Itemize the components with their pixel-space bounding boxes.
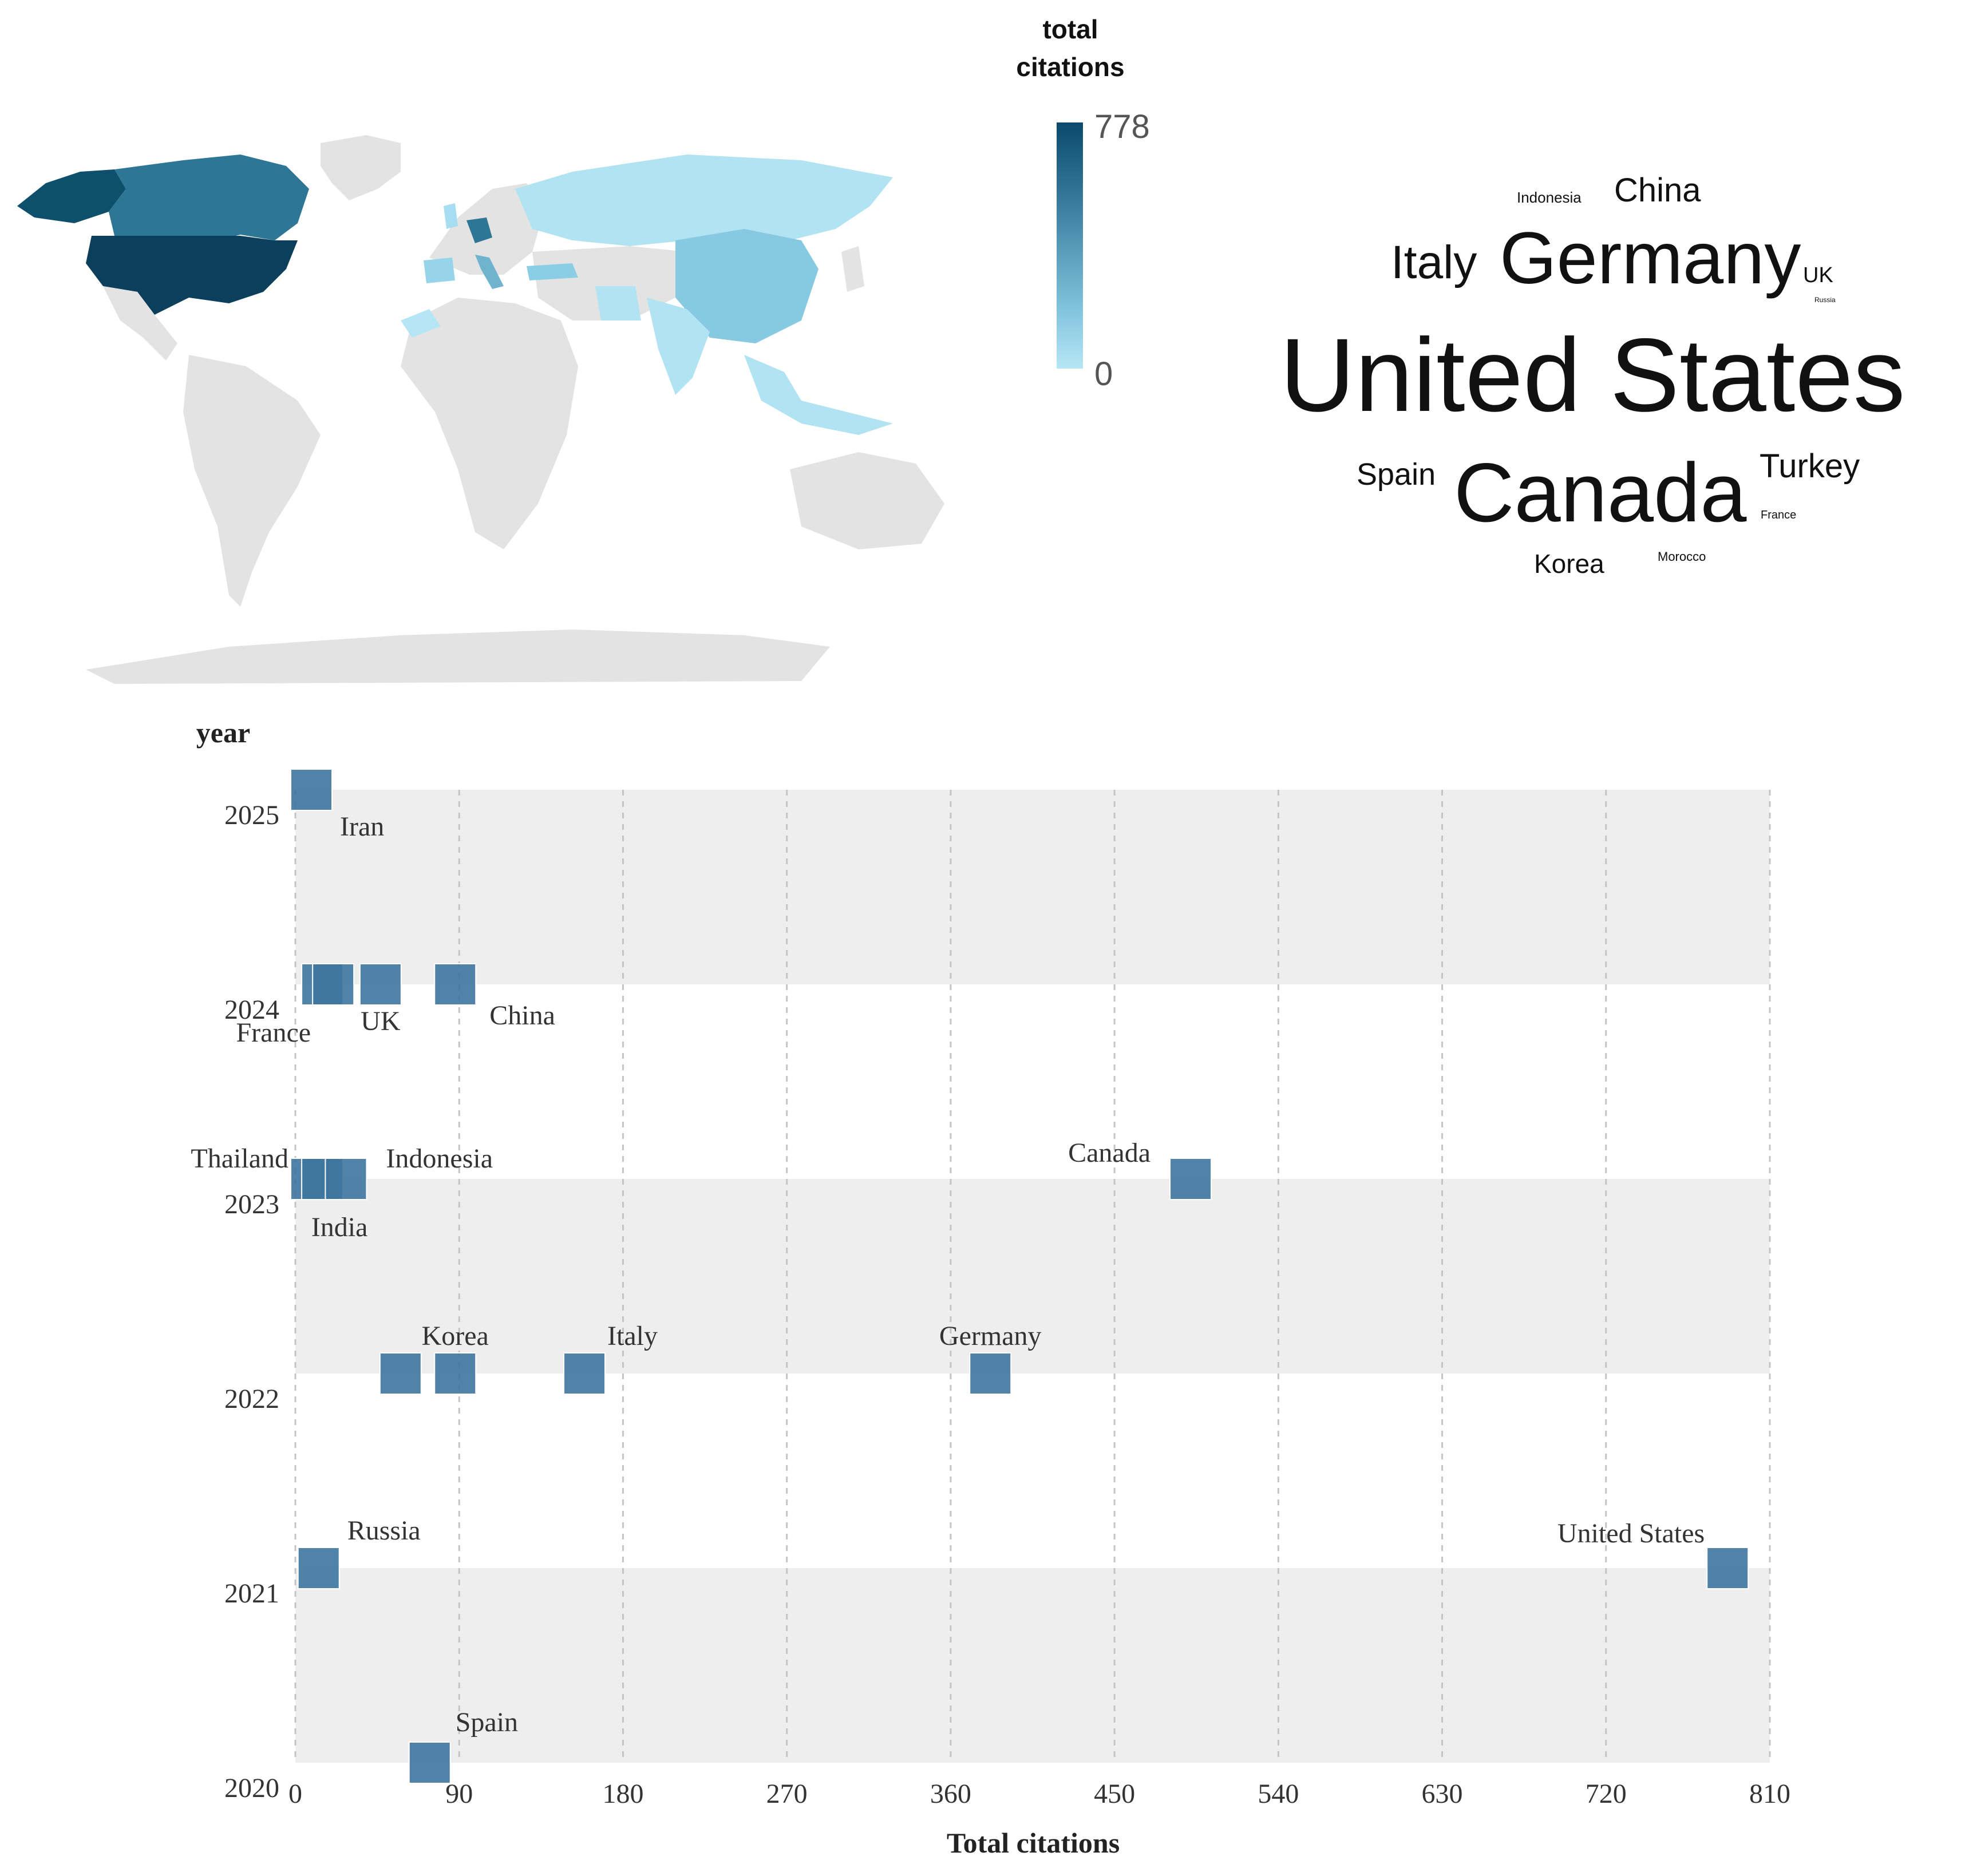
- label-korea: Korea: [422, 1321, 489, 1351]
- point-korea: [434, 1352, 477, 1395]
- map-region-japan: [841, 246, 864, 292]
- y-tick-2020: 2020: [224, 1773, 279, 1803]
- map-region-central-america: [103, 286, 177, 361]
- map-region-uk: [444, 203, 458, 229]
- y-tick-2024: 2024: [224, 995, 279, 1025]
- legend-max-label: 778: [1094, 108, 1150, 145]
- label-united-states: United States: [1557, 1518, 1705, 1549]
- y-axis-label: year: [196, 717, 250, 749]
- point-unlabeled-9: [379, 1352, 422, 1395]
- map-region-southeast-asia: [744, 355, 893, 435]
- x-tick-360: 360: [930, 1779, 971, 1809]
- vertical-gridlines: [294, 790, 1771, 1763]
- word-uk: UK: [1803, 263, 1833, 287]
- label-italy: Italy: [607, 1321, 658, 1351]
- label-china: China: [489, 1000, 555, 1031]
- map-region-antarctica: [86, 630, 830, 684]
- point-uk: [359, 963, 402, 1006]
- point-china: [434, 963, 477, 1006]
- x-tick-810: 810: [1749, 1779, 1790, 1809]
- point-spain: [408, 1742, 451, 1784]
- world-choropleth-map: total citations 778 0: [0, 0, 1236, 698]
- word-morocco: Morocco: [1658, 549, 1706, 564]
- x-tick-180: 180: [602, 1779, 643, 1809]
- legend-title-line-0: total: [1042, 14, 1098, 44]
- map-region-australia: [790, 452, 944, 549]
- band-2: [295, 1568, 1770, 1763]
- map-land: [17, 135, 944, 684]
- citations-by-year-scatter: 0 90 180 270 360 450 540 630 720 810 2020 2021 2022…: [0, 704, 1961, 1873]
- map-region-alaska: [17, 169, 126, 223]
- word-spain: Spain: [1357, 457, 1436, 492]
- legend-min-label: 0: [1094, 355, 1113, 393]
- word-canada: Canada: [1454, 446, 1747, 539]
- x-tick-0: 0: [288, 1779, 302, 1809]
- legend-colorbar: [1057, 122, 1083, 369]
- label-iran: Iran: [340, 812, 384, 842]
- label-canada: Canada: [1068, 1138, 1150, 1168]
- map-region-spain: [424, 258, 455, 283]
- word-united-states: United States: [1280, 316, 1905, 433]
- y-tick-labels: 2020 2021 2022 2023 2024 2025: [224, 800, 279, 1803]
- point-unlabeled-2: [312, 963, 355, 1006]
- map-svg: [17, 135, 944, 684]
- x-tick-630: 630: [1422, 1779, 1463, 1809]
- word-germany: Germany: [1500, 217, 1801, 299]
- x-tick-720: 720: [1586, 1779, 1627, 1809]
- map-region-canada: [109, 155, 309, 240]
- map-region-usa: [86, 236, 298, 315]
- label-spain: Spain: [456, 1707, 518, 1738]
- band-0: [295, 790, 1770, 984]
- y-tick-2023: 2023: [224, 1189, 279, 1220]
- word-indonesia: Indonesia: [1517, 189, 1582, 206]
- scatter-svg: 0 90 180 270 360 450 540 630 720 810 202020212022…: [191, 717, 1790, 1859]
- word-turkey: Turkey: [1760, 448, 1860, 485]
- word-italy: Italy: [1391, 236, 1477, 288]
- point-labels: Iran France UK China Thailand India Indonesia C…: [191, 812, 1705, 1738]
- label-france: France: [236, 1018, 311, 1048]
- legend-title-line-1: citations: [1016, 52, 1125, 82]
- legend-title: total citations: [996, 10, 1145, 86]
- word-france: France: [1761, 509, 1797, 521]
- map-region-russia: [515, 155, 893, 246]
- y-tick-2025: 2025: [224, 800, 279, 830]
- word-korea: Korea: [1534, 549, 1604, 579]
- point-canada: [1169, 1158, 1212, 1200]
- y-tick-2021: 2021: [224, 1578, 279, 1609]
- point-iran: [290, 769, 333, 811]
- label-indonesia: Indonesia: [386, 1143, 493, 1174]
- label-uk: UK: [361, 1006, 401, 1036]
- map-region-greenland: [321, 135, 401, 200]
- map-region-turkey: [527, 263, 578, 280]
- word-china: China: [1614, 172, 1701, 209]
- map-region-africa: [401, 298, 578, 549]
- point-italy: [563, 1352, 606, 1395]
- map-region-germany: [466, 217, 492, 243]
- country-word-cloud: Indonesia China Italy Germany UK Russia …: [1248, 137, 1961, 618]
- map-region-italy: [475, 255, 504, 289]
- map-region-india: [647, 298, 710, 395]
- label-germany: Germany: [939, 1321, 1042, 1351]
- band-1: [295, 1179, 1770, 1374]
- point-russia: [297, 1547, 340, 1589]
- map-region-china: [675, 229, 819, 343]
- label-thailand: Thailand: [191, 1143, 288, 1174]
- y-tick-2022: 2022: [224, 1384, 279, 1414]
- data-points: [290, 769, 1749, 1784]
- x-tick-labels: 0 90 180 270 360 450 540 630 720 810: [288, 1779, 1790, 1809]
- x-tick-270: 270: [766, 1779, 808, 1809]
- map-region-south-america: [183, 355, 321, 607]
- label-india: India: [311, 1212, 368, 1242]
- x-axis-label: Total citations: [947, 1827, 1120, 1859]
- map-region-iran: [595, 286, 641, 320]
- x-tick-540: 540: [1258, 1779, 1299, 1809]
- point-united-states: [1706, 1547, 1749, 1589]
- background-bands: [295, 790, 1770, 1763]
- point-germany: [969, 1352, 1012, 1395]
- point-indonesia: [325, 1158, 367, 1200]
- word-russia: Russia: [1814, 296, 1836, 304]
- x-tick-450: 450: [1094, 1779, 1135, 1809]
- map-region-morocco: [401, 309, 441, 338]
- label-russia: Russia: [347, 1515, 421, 1546]
